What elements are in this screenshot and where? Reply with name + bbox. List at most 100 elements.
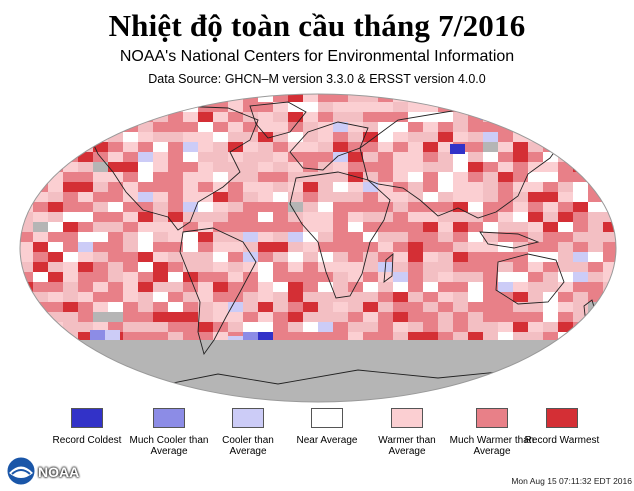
anomaly-cell: [48, 302, 63, 312]
anomaly-cell: [33, 192, 48, 202]
anomaly-cell: [198, 172, 213, 182]
anomaly-cell: [273, 142, 288, 152]
anomaly-cell: [423, 182, 438, 192]
anomaly-cell: [303, 212, 318, 222]
anomaly-cell: [453, 102, 468, 112]
anomaly-cell: [108, 172, 123, 182]
anomaly-cell: [33, 232, 48, 242]
anomaly-cell: [33, 312, 48, 322]
anomaly-cell: [558, 172, 573, 182]
anomaly-cell: [408, 102, 423, 112]
anomaly-cell: [348, 162, 363, 172]
anomaly-cell: [138, 282, 153, 292]
anomaly-cell: [228, 292, 243, 302]
anomaly-cell: [63, 302, 78, 312]
anomaly-cell: [213, 262, 228, 272]
anomaly-cell: [483, 312, 498, 322]
anomaly-cell: [453, 312, 468, 322]
anomaly-cell: [393, 322, 408, 332]
legend-swatch: [71, 408, 103, 428]
anomaly-cell: [453, 172, 468, 182]
anomaly-cell: [123, 162, 138, 172]
anomaly-cell: [108, 312, 123, 322]
anomaly-cell: [348, 152, 363, 162]
anomaly-cell: [498, 292, 513, 302]
anomaly-cell: [453, 202, 468, 212]
anomaly-cell: [543, 242, 558, 252]
anomaly-cell: [408, 302, 423, 312]
anomaly-cell: [183, 182, 198, 192]
anomaly-cell: [468, 94, 483, 102]
anomaly-cell: [498, 232, 513, 242]
anomaly-cell: [558, 132, 573, 142]
anomaly-cell: [303, 142, 318, 152]
anomaly-cell: [408, 262, 423, 272]
anomaly-cell: [513, 172, 528, 182]
anomaly-cell: [408, 312, 423, 322]
anomaly-cell: [318, 222, 333, 232]
map-title: Nhiệt độ toàn cầu tháng 7/2016: [108, 8, 526, 43]
anomaly-cell: [288, 142, 303, 152]
anomaly-cell: [573, 322, 588, 332]
anomaly-cell: [468, 202, 483, 212]
anomaly-cell: [108, 282, 123, 292]
anomaly-cell: [303, 242, 318, 252]
anomaly-cell: [423, 192, 438, 202]
anomaly-cell: [348, 102, 363, 112]
anomaly-cell: [378, 272, 393, 282]
noaa-logo: NOAA: [6, 454, 86, 488]
anomaly-cell: [168, 142, 183, 152]
anomaly-cell: [288, 312, 303, 322]
anomaly-cell: [20, 192, 33, 202]
anomaly-cell: [243, 332, 258, 342]
anomaly-cell: [258, 262, 273, 272]
anomaly-cell: [258, 162, 273, 172]
anomaly-cell: [528, 112, 543, 122]
anomaly-cell: [20, 94, 33, 102]
anomaly-cell: [603, 142, 616, 152]
anomaly-cell: [498, 192, 513, 202]
anomaly-cell: [33, 182, 48, 192]
anomaly-cell: [498, 202, 513, 212]
anomaly-cell: [33, 152, 48, 162]
anomaly-cell: [48, 292, 63, 302]
anomaly-cell: [198, 142, 213, 152]
anomaly-cell: [183, 222, 198, 232]
anomaly-cell: [258, 94, 273, 102]
anomaly-cell: [363, 272, 378, 282]
anomaly-cell: [423, 232, 438, 242]
anomaly-cell: [63, 222, 78, 232]
anomaly-cell: [258, 312, 273, 322]
anomaly-cell: [603, 222, 616, 232]
anomaly-cell: [378, 222, 393, 232]
anomaly-cell: [423, 312, 438, 322]
anomaly-cell: [78, 132, 93, 142]
anomaly-cell: [498, 172, 513, 182]
anomaly-cell: [243, 212, 258, 222]
anomaly-cell: [78, 302, 93, 312]
anomaly-cell: [363, 332, 378, 342]
anomaly-cell: [183, 192, 198, 202]
anomaly-cell: [243, 262, 258, 272]
noaa-logo-icon: [6, 456, 36, 486]
anomaly-cell: [183, 232, 198, 242]
anomaly-cell: [543, 252, 558, 262]
anomaly-cell: [288, 282, 303, 292]
anomaly-cell: [153, 182, 168, 192]
anomaly-cell: [108, 94, 123, 102]
anomaly-cell: [483, 222, 498, 232]
anomaly-cell: [168, 322, 183, 332]
anomaly-cell: [108, 202, 123, 212]
anomaly-cell: [423, 252, 438, 262]
anomaly-cell: [573, 252, 588, 262]
anomaly-cell: [588, 162, 603, 172]
anomaly-cell: [48, 222, 63, 232]
anomaly-cell: [228, 182, 243, 192]
anomaly-cell: [258, 102, 273, 112]
anomaly-cell: [393, 252, 408, 262]
anomaly-cell: [453, 152, 468, 162]
anomaly-cell: [468, 282, 483, 292]
anomaly-cell: [453, 282, 468, 292]
anomaly-cell: [333, 232, 348, 242]
anomaly-cell: [528, 202, 543, 212]
